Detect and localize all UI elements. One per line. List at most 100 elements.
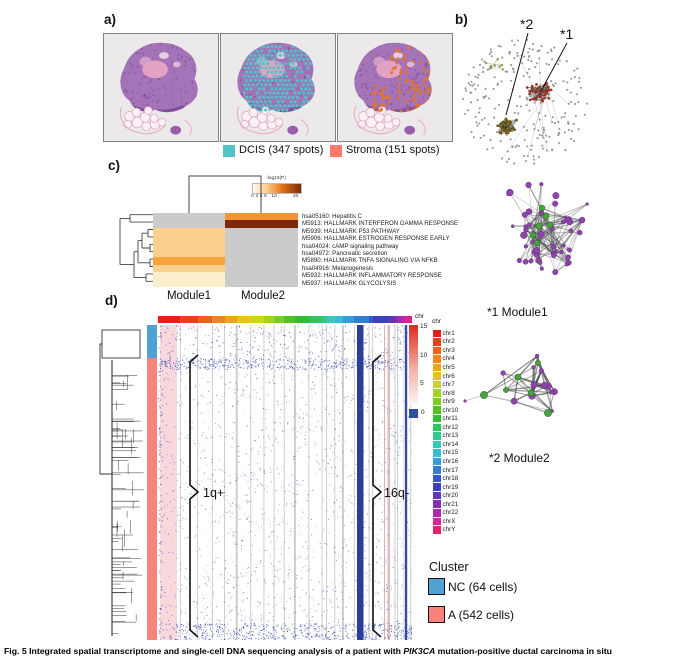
colorbar-tick: 6 xyxy=(264,194,267,199)
cluster-legend-title: Cluster xyxy=(429,560,469,574)
pathway-heatmap-row xyxy=(153,227,298,236)
pathway-heatmap xyxy=(153,213,298,287)
module2-cell xyxy=(225,279,298,287)
row-annotation-a xyxy=(147,358,157,640)
pathway-row-label: M5937: HALLMARK GLYCOLYSIS xyxy=(302,279,397,287)
chr-legend-label: chr22 xyxy=(442,509,459,517)
chr-bar-segment xyxy=(224,316,238,323)
pathway-row-label: M5932: HALLMARK INFLAMMATORY RESPONSE xyxy=(302,272,442,280)
chr-legend-swatch xyxy=(433,423,441,432)
pathway-row-label: M5890: HALLMARK TNFA SIGNALING VIA NFKB xyxy=(302,257,438,265)
module1-cell xyxy=(153,227,225,236)
chr-legend-label: chr18 xyxy=(442,475,459,483)
colorbar-title: -log10(P) xyxy=(266,176,286,181)
cnv-heatmap-svg xyxy=(158,325,412,640)
chr-legend-label: chr1 xyxy=(442,329,455,337)
module2-cell xyxy=(225,249,298,258)
chr-legend: chr1 chr2 chr3 chr4 chr5 chr6 chr7 chr8 chr9 chr1… xyxy=(433,329,458,534)
tissue-image-stroma xyxy=(337,33,453,142)
colorbar-tick: 2 xyxy=(255,194,259,199)
module1-cell xyxy=(153,264,225,273)
chr-bar-segment xyxy=(158,316,181,323)
figure-caption: Fig. 5 Integrated spatial transcriptome … xyxy=(4,646,690,656)
pathway-heatmap-row xyxy=(153,242,298,250)
chr-legend-label: chr9 xyxy=(442,398,455,406)
chr-legend-item: chr22 xyxy=(433,508,458,517)
nc-cluster-label: NC (64 cells) xyxy=(448,580,518,594)
module1-cell xyxy=(153,235,225,243)
callout-module2: *2 xyxy=(520,16,534,32)
module1-cell xyxy=(153,257,225,265)
chromosome-bar-label: chr xyxy=(415,313,425,320)
chr-legend-item: chrX xyxy=(433,517,458,526)
chr-legend-swatch xyxy=(433,432,441,440)
pathway-row-labels: hsa05160: Hepatitis C M5913: HALLMARK INT… xyxy=(302,213,458,287)
chr-legend-label: chr20 xyxy=(442,492,459,500)
cnv-scale-gradient xyxy=(409,325,418,405)
cnv-scale-zero-label: 0 xyxy=(421,409,425,416)
pathway-heatmap-row xyxy=(153,220,298,228)
a-cluster-label: A (542 cells) xyxy=(448,608,515,622)
pathway-row-label: M5906: HALLMARK ESTROGEN RESPONSE EARLY xyxy=(302,235,450,243)
chr-legend-label: chrX xyxy=(442,517,456,525)
pathway-heatmap-row xyxy=(153,264,298,273)
chr-legend-item: chr9 xyxy=(433,397,458,406)
module2-cell xyxy=(225,242,298,250)
chr-bar-segment xyxy=(372,316,389,323)
chr-legend-label: chr7 xyxy=(442,381,455,389)
chr-legend-label: chr12 xyxy=(442,423,459,431)
pathway-heatmap-row xyxy=(153,235,298,243)
stroma-tissue-svg xyxy=(353,42,432,136)
pathway-row-label: M5913: HALLMARK INTERFERON GAMMA RESPONS… xyxy=(302,220,459,228)
module2-network-svg xyxy=(463,353,558,417)
chr-bar-segment xyxy=(404,316,412,323)
chr-legend-item: chr17 xyxy=(433,466,458,475)
chr-legend-swatch xyxy=(433,380,441,389)
cnv-scale-tick: 5 xyxy=(420,380,424,387)
chr-bar-segment xyxy=(308,316,323,323)
module2-cell xyxy=(225,272,298,280)
module2-cell xyxy=(225,257,298,265)
chr-legend-swatch xyxy=(433,457,441,466)
caption-prefix: Fig. 5 Integrated spatial transcriptome … xyxy=(4,646,404,656)
chr-legend-label: chr16 xyxy=(442,457,459,465)
chr-legend-item: chr2 xyxy=(433,338,458,347)
dcis-legend-label: DCIS (347 spots) xyxy=(239,144,324,156)
module2-cell xyxy=(225,264,298,273)
row-annotation-nc xyxy=(147,325,157,358)
he-tissue-svg xyxy=(119,42,198,136)
colorbar-tick: 0 xyxy=(251,194,254,199)
a-cluster-swatch xyxy=(428,606,445,623)
panel-c-label: c) xyxy=(108,158,121,173)
module1-network-svg xyxy=(506,181,589,276)
chr-legend-swatch xyxy=(433,517,441,526)
caption-suffix: mutation-positive ductal carcinoma in si… xyxy=(435,646,612,656)
nc-cluster-swatch xyxy=(428,578,445,595)
chr-bar-segment xyxy=(212,316,225,323)
colorbar-tick: 20 xyxy=(293,194,299,199)
chr-legend-swatch xyxy=(433,466,441,474)
module1-cell xyxy=(153,213,225,221)
chr-bar-segment xyxy=(294,316,310,323)
module2-column-label: Module2 xyxy=(240,290,286,302)
caption-gene-name: PIK3CA xyxy=(403,646,436,656)
chr-legend-label: chr5 xyxy=(442,363,455,371)
chr-bar-segment xyxy=(388,316,396,323)
pathway-heatmap-row xyxy=(153,279,298,287)
module2-network-label: *2 Module2 xyxy=(489,451,550,465)
chr-legend-swatch xyxy=(433,355,441,363)
chr-legend-item: chr11 xyxy=(433,414,458,423)
chr-legend-swatch xyxy=(433,491,441,500)
chr-bar-segment xyxy=(180,316,199,323)
chr-bar-segment xyxy=(334,316,344,323)
chr-legend-item: chr1 xyxy=(433,329,458,338)
chr-legend-swatch xyxy=(433,449,441,457)
chr-legend-swatch xyxy=(433,526,441,534)
chr-bar-segment xyxy=(354,316,370,323)
annotation-1q: 1q+ xyxy=(203,486,225,500)
pathway-heatmap-row xyxy=(153,249,298,258)
tissue-image-dcis xyxy=(220,33,336,142)
chr-legend-swatch xyxy=(433,406,441,414)
chr-legend-label: chr14 xyxy=(442,440,459,448)
